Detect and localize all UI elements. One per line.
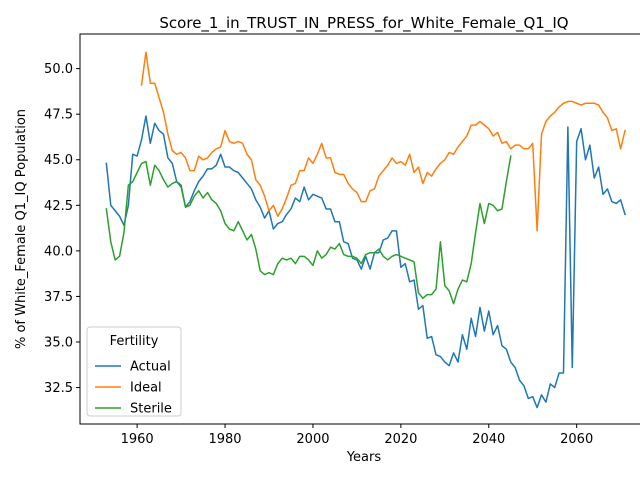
series-line-ideal xyxy=(140,51,626,232)
legend-label-sterile: Sterile xyxy=(130,402,172,417)
plot-frame xyxy=(79,33,640,425)
y-tick-label: 42.5 xyxy=(44,199,73,214)
y-axis-label: % of White_Female Q1_IQ Population xyxy=(14,109,29,349)
plot-lines xyxy=(105,51,626,409)
x-tick-label: 1980 xyxy=(208,432,241,447)
x-tick-label: 2000 xyxy=(296,432,329,447)
y-tick-label: 40.0 xyxy=(44,244,73,259)
y-tick-label: 45.0 xyxy=(44,153,73,168)
y-tick-label: 50.0 xyxy=(44,62,73,77)
legend-label-ideal: Ideal xyxy=(130,381,162,396)
series-line-sterile xyxy=(105,155,512,305)
series-line-actual xyxy=(105,115,626,409)
x-tick-label: 2020 xyxy=(384,432,417,447)
x-tick-label: 2060 xyxy=(560,432,593,447)
legend: Fertility Actual Ideal Sterile xyxy=(86,326,182,417)
x-tick-label: 1960 xyxy=(121,432,154,447)
legend-label-actual: Actual xyxy=(130,360,171,375)
y-axis: 32.5 35.0 37.5 40.0 42.5 45.0 47.5 50.0 xyxy=(44,62,80,396)
legend-box xyxy=(86,326,182,417)
legend-title: Fertility xyxy=(110,334,159,349)
chart-title: Score_1_in_TRUST_IN_PRESS_for_White_Fema… xyxy=(159,14,568,33)
y-tick-label: 35.0 xyxy=(44,335,73,350)
y-tick-label: 37.5 xyxy=(44,290,73,305)
x-axis-label: Years xyxy=(346,450,382,465)
y-tick-label: 32.5 xyxy=(44,381,73,396)
x-axis: 1960 1980 2000 2020 2040 2060 xyxy=(121,424,593,447)
y-tick-label: 47.5 xyxy=(44,108,73,123)
x-tick-label: 2040 xyxy=(472,432,505,447)
